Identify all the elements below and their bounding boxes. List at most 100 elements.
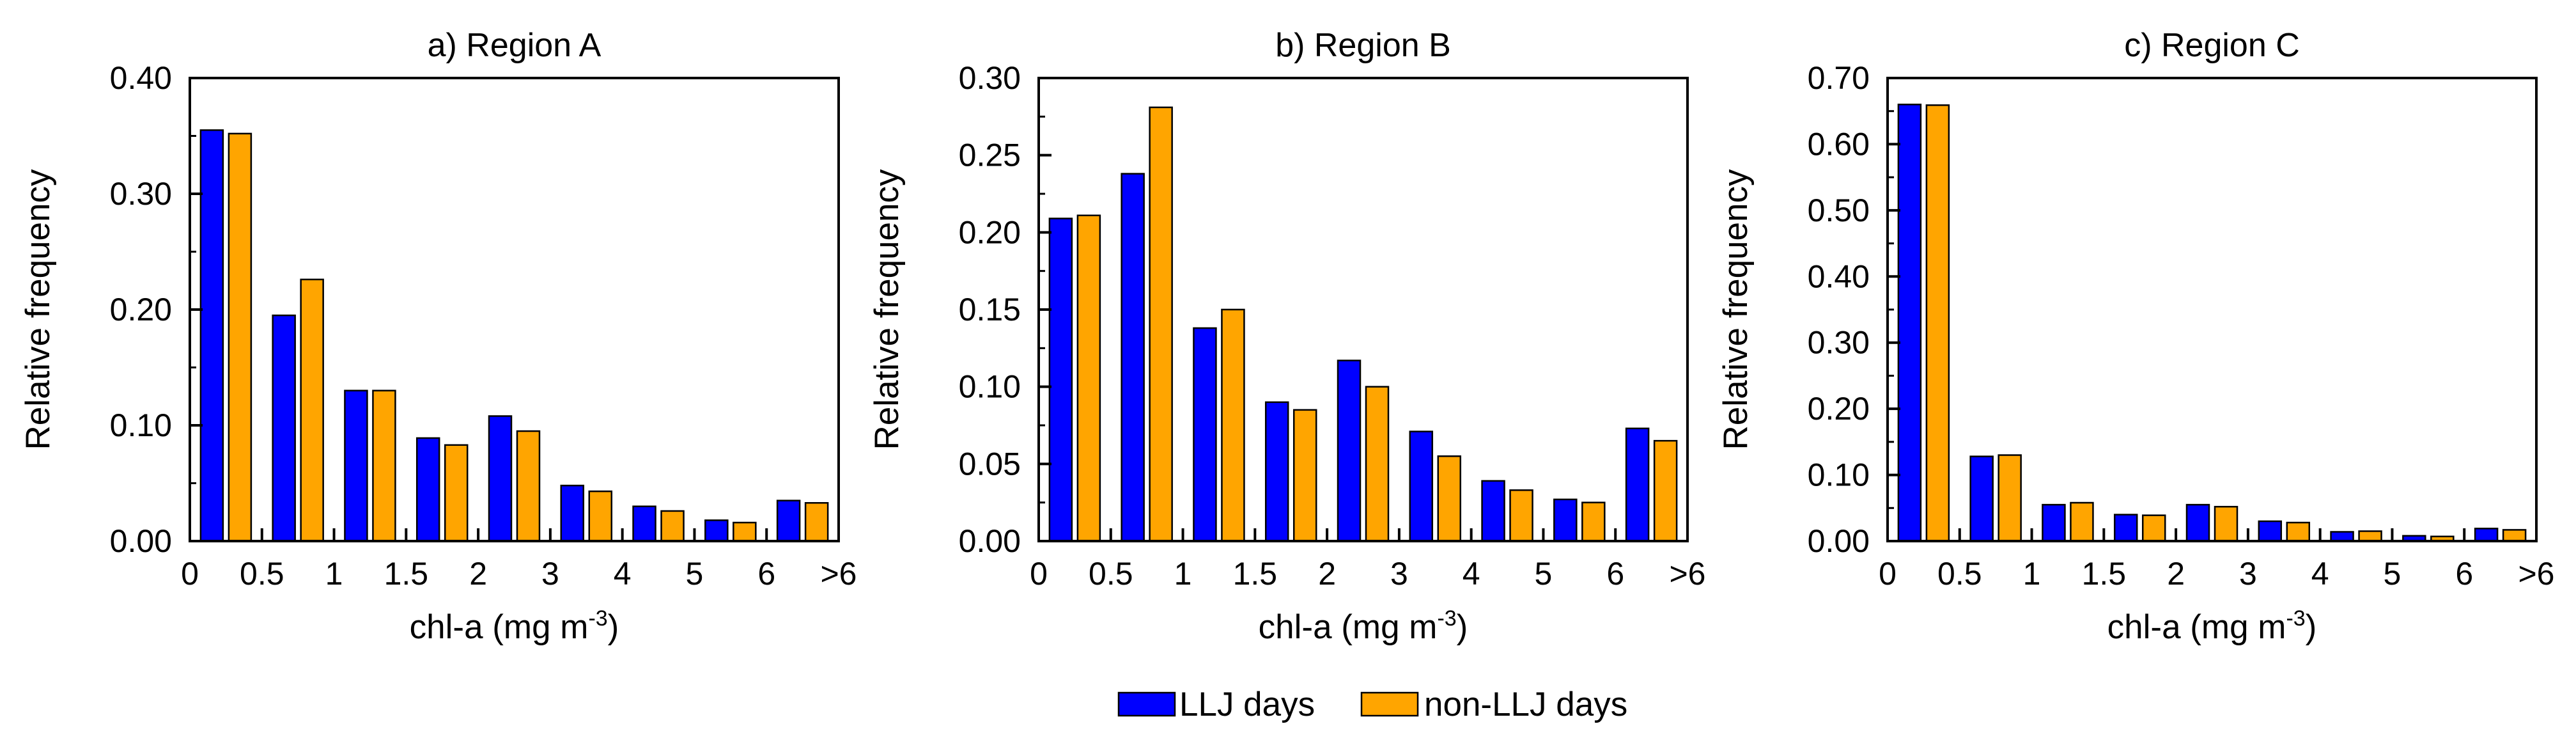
bar-non_llj-0-0.5	[1076, 214, 1101, 542]
legend: LLJ days non-LLJ days	[1117, 686, 1627, 723]
x-tick-label: 0	[1030, 556, 1048, 592]
bar-llj-1-1.5	[344, 390, 368, 542]
y-tick-label: 0.30	[110, 176, 172, 212]
bar-non_llj-1.5-2	[444, 444, 469, 542]
bar-non_llj-1-1.5	[1221, 308, 1245, 542]
x-axis-label-main: chl-a (mg m	[410, 608, 589, 646]
bar-llj-0.5-1	[1121, 173, 1145, 542]
bar-llj-0-0.5	[1897, 104, 1922, 542]
x-tick-label: 1	[1174, 556, 1192, 592]
bar-llj-3-4	[2258, 520, 2283, 542]
x-axis-label-main: chl-a (mg m	[1259, 608, 1438, 646]
bar-llj-2-3	[488, 415, 513, 542]
x-tick-label: >6	[820, 556, 857, 592]
bar-llj-0.5-1	[272, 314, 296, 542]
x-tick-label: 2	[1318, 556, 1336, 592]
bar-non_llj-1.5-2	[1292, 409, 1317, 542]
y-tick-label: 0.15	[959, 292, 1021, 327]
bar-llj-1-1.5	[1193, 327, 1217, 542]
bar-non_llj-1-1.5	[2070, 501, 2094, 542]
bar-llj-2-3	[1337, 359, 1362, 542]
y-tick-label: 0.60	[1808, 126, 1870, 162]
bar-non_llj-0.5-1	[1149, 106, 1173, 542]
y-tick-label: 0.40	[1808, 258, 1870, 294]
y-axis-label: Relative frequency	[19, 169, 57, 450]
y-tick-label: 0.20	[959, 214, 1021, 250]
x-tick-label: 5	[2384, 556, 2401, 592]
bar-non_llj-3-4	[2286, 521, 2311, 542]
y-axis-label: Relative frequency	[1717, 169, 1755, 450]
x-axis-label-superscript: -3	[588, 606, 607, 631]
x-axis-label-close: )	[1457, 608, 1468, 646]
bar-llj->6	[776, 500, 801, 542]
legend-swatch-non_llj	[1360, 691, 1419, 717]
y-tick-label: 0.70	[1808, 60, 1870, 96]
bar-non_llj->6	[1653, 439, 1678, 542]
bar-non_llj-1.5-2	[2141, 514, 2166, 542]
x-tick-label: 3	[541, 556, 559, 592]
bar-llj->6	[1625, 427, 1650, 542]
x-tick-label: >6	[1669, 556, 1705, 592]
y-tick-label: 0.20	[1808, 391, 1870, 427]
bar-llj-0.5-1	[1969, 455, 1994, 542]
x-tick-label: 1.5	[2082, 556, 2127, 592]
chart-title: a) Region A	[428, 27, 601, 64]
bar-llj-4-5	[2330, 531, 2354, 542]
bar-llj-5-6	[704, 519, 729, 542]
x-axis-label: chl-a (mg m-3)	[410, 606, 619, 646]
x-tick-label: 5	[686, 556, 704, 592]
bar-non_llj-4-5	[2358, 530, 2382, 542]
bar-non_llj-2-3	[2214, 505, 2238, 542]
y-tick-label: 0.00	[959, 523, 1021, 559]
chart-title: c) Region C	[2124, 27, 2300, 64]
y-tick-label: 0.50	[1808, 193, 1870, 228]
x-tick-label: 4	[614, 556, 632, 592]
chart-title: b) Region B	[1275, 27, 1451, 64]
bar-non_llj-1-1.5	[372, 390, 396, 542]
x-axis-label: chl-a (mg m-3)	[2107, 606, 2317, 646]
bar-llj-3-4	[1409, 430, 1434, 542]
bar-llj-1-1.5	[2042, 503, 2066, 542]
y-tick-label: 0.20	[110, 292, 172, 327]
x-tick-label: 2	[2167, 556, 2185, 592]
chart-panel-1: a) Region A 0.00 0.10 0.20 0.30 0.40 0 0.5 1 1.5 2…	[19, 27, 857, 646]
x-axis-label-superscript: -3	[1437, 606, 1456, 631]
y-tick-label: 0.30	[959, 60, 1021, 96]
x-tick-label: 3	[1390, 556, 1408, 592]
bar-llj-0-0.5	[199, 129, 224, 542]
y-tick-label: 0.30	[1808, 325, 1870, 361]
x-axis-label: chl-a (mg m-3)	[1259, 606, 1468, 646]
x-tick-label: 6	[1606, 556, 1624, 592]
x-tick-label: 0.5	[1937, 556, 1982, 592]
x-axis-label-close: )	[608, 608, 619, 646]
bar-non_llj-3-4	[588, 490, 613, 542]
y-tick-label: 0.40	[110, 60, 172, 96]
legend-item-llj: LLJ days	[1117, 686, 1315, 723]
bar-llj-5-6	[1553, 498, 1578, 542]
bar-non_llj-2-3	[1365, 386, 1390, 542]
x-tick-label: 5	[1535, 556, 1553, 592]
bar-llj-1.5-2	[1264, 401, 1289, 542]
bar-llj->6	[2474, 528, 2499, 542]
bar-non_llj->6	[2502, 529, 2527, 542]
bar-non_llj-5-6	[733, 521, 757, 542]
y-tick-label: 0.10	[1808, 457, 1870, 493]
x-axis-label-main: chl-a (mg m	[2107, 608, 2286, 646]
bar-llj-1.5-2	[415, 437, 440, 542]
bar-llj-4-5	[632, 505, 656, 542]
y-tick-label: 0.05	[959, 446, 1021, 482]
x-axis-label-superscript: -3	[2286, 606, 2305, 631]
y-tick-label: 0.25	[959, 138, 1021, 173]
x-tick-label: 6	[2455, 556, 2473, 592]
legend-item-non_llj: non-LLJ days	[1360, 686, 1627, 723]
y-tick-label: 0.10	[959, 369, 1021, 405]
bar-non_llj-2-3	[516, 430, 541, 542]
bar-llj-0-0.5	[1048, 217, 1073, 542]
x-tick-label: 0.5	[1089, 556, 1133, 592]
bar-llj-4-5	[1481, 480, 1505, 542]
chart-panel-2: b) Region B 0.00 0.05 0.10 0.15 0.20 0.25 0.30 0…	[868, 27, 1706, 646]
bar-llj-3-4	[560, 484, 585, 542]
bar-llj-1.5-2	[2113, 514, 2138, 542]
legend-label-non_llj: non-LLJ days	[1424, 686, 1627, 723]
